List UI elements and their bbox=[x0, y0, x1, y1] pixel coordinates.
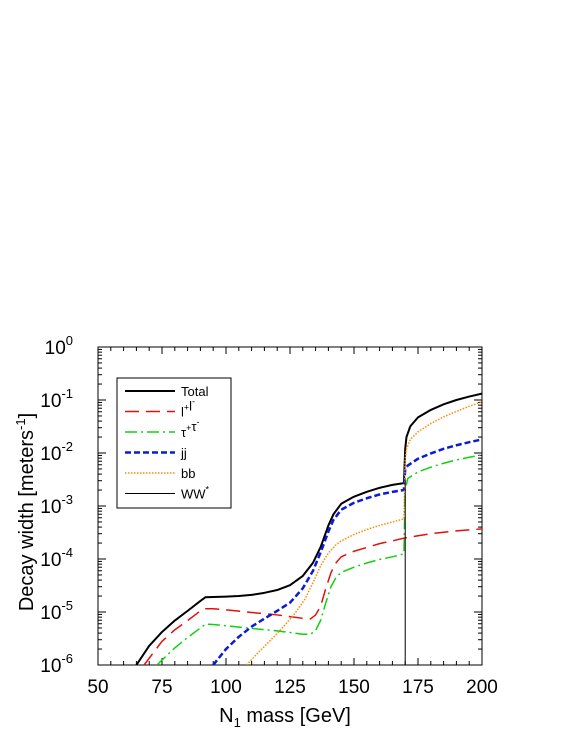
y-tick-label: 10-1 bbox=[40, 386, 73, 412]
legend-label: bb bbox=[181, 466, 195, 481]
series-line-bb bbox=[245, 401, 482, 665]
legend-label: jj bbox=[180, 446, 187, 461]
x-tick-label: 100 bbox=[210, 677, 242, 698]
y-tick-label: 100 bbox=[45, 333, 73, 359]
y-tick-label: 10-2 bbox=[40, 439, 73, 465]
y-tick-label: 10-4 bbox=[40, 545, 73, 571]
x-tick-label: 50 bbox=[87, 677, 108, 698]
legend-label: l+l- bbox=[181, 397, 195, 420]
x-tick-label: 175 bbox=[402, 677, 434, 698]
y-tick-label: 10-5 bbox=[40, 598, 73, 624]
x-tick-label: 75 bbox=[151, 677, 172, 698]
series-line-jj bbox=[212, 438, 482, 665]
legend-box bbox=[116, 377, 232, 509]
series-line- bbox=[156, 454, 482, 665]
x-tick-label: 200 bbox=[466, 677, 498, 698]
x-axis-title: N1 mass [GeV] bbox=[219, 705, 351, 730]
series-line-total bbox=[135, 392, 482, 665]
y-tick-label: 10-6 bbox=[40, 651, 73, 677]
x-tick-label: 125 bbox=[274, 677, 306, 698]
ticks-layer: 50 75 100 125 150 175 200 10-6 10-5 10-4 10-3 10-2 1… bbox=[40, 333, 498, 698]
legend-label: Total bbox=[181, 384, 209, 399]
series-line-ll bbox=[143, 528, 482, 665]
y-axis-title: Decay width [meters-1] bbox=[13, 413, 38, 611]
series-layer bbox=[135, 392, 482, 665]
legend-label: WW* bbox=[181, 485, 210, 502]
x-tick-label: 150 bbox=[338, 677, 370, 698]
legend-label: τ+τ- bbox=[181, 417, 200, 440]
axis-titles: N1 mass [GeV] Decay width [meters-1] bbox=[13, 413, 351, 730]
y-tick-label: 10-3 bbox=[40, 492, 73, 518]
